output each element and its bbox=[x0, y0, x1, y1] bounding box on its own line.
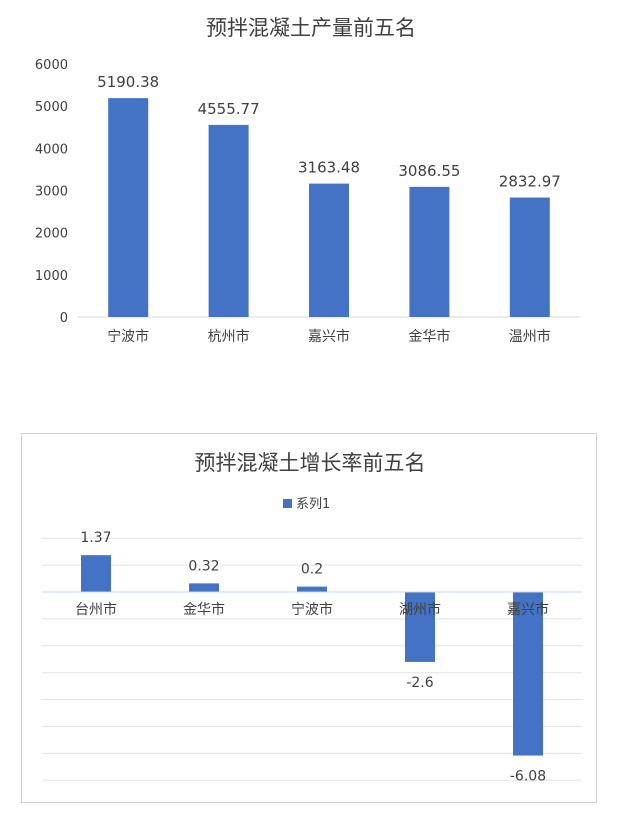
bar bbox=[409, 186, 450, 317]
y-tick-label: 4000 bbox=[35, 142, 68, 157]
bar bbox=[108, 98, 149, 317]
bar bbox=[309, 183, 349, 317]
bar bbox=[509, 197, 550, 317]
y-tick-label: 3000 bbox=[35, 185, 68, 200]
category-label: 嘉兴市 bbox=[308, 328, 350, 345]
data-label: 4555.77 bbox=[198, 100, 260, 118]
data-label: 3163.48 bbox=[298, 159, 360, 177]
category-label: 湖州市 bbox=[399, 601, 441, 618]
data-label: 1.37 bbox=[80, 530, 111, 546]
bar bbox=[297, 586, 327, 592]
production-chart: 预拌混凝土产量前五名 0 1000 2000 3000 4000 5000 6000 519… bbox=[35, 16, 580, 345]
data-label: 0.2 bbox=[301, 562, 323, 578]
legend-swatch bbox=[283, 499, 292, 508]
legend-label: 系列1 bbox=[296, 497, 330, 512]
bar bbox=[81, 555, 111, 592]
y-tick-label: 0 bbox=[60, 311, 68, 326]
category-label: 温州市 bbox=[509, 328, 551, 345]
category-label: 金华市 bbox=[408, 328, 450, 345]
chart-frame bbox=[21, 433, 597, 803]
category-label: 台州市 bbox=[75, 601, 117, 618]
y-tick-label: 5000 bbox=[35, 100, 68, 115]
data-label: -6.08 bbox=[510, 769, 546, 785]
data-label: -2.6 bbox=[406, 675, 433, 691]
y-tick-label: 6000 bbox=[35, 58, 68, 73]
data-label: 2832.97 bbox=[499, 173, 561, 191]
data-label: 3086.55 bbox=[398, 162, 460, 180]
category-label: 宁波市 bbox=[291, 601, 333, 618]
y-tick-label: 2000 bbox=[35, 227, 68, 242]
chart-title: 预拌混凝土产量前五名 bbox=[206, 16, 416, 40]
chart-title: 预拌混凝土增长率前五名 bbox=[195, 451, 426, 475]
category-label: 杭州市 bbox=[208, 328, 250, 345]
bar bbox=[513, 592, 543, 756]
category-label: 宁波市 bbox=[107, 328, 149, 345]
data-label: 5190.38 bbox=[97, 73, 159, 91]
category-label: 金华市 bbox=[183, 601, 225, 618]
bar bbox=[405, 592, 435, 662]
bar bbox=[189, 583, 219, 592]
category-label: 嘉兴市 bbox=[507, 601, 549, 618]
bar bbox=[208, 124, 249, 317]
data-label: 0.32 bbox=[188, 558, 219, 574]
y-tick-label: 1000 bbox=[35, 269, 68, 284]
